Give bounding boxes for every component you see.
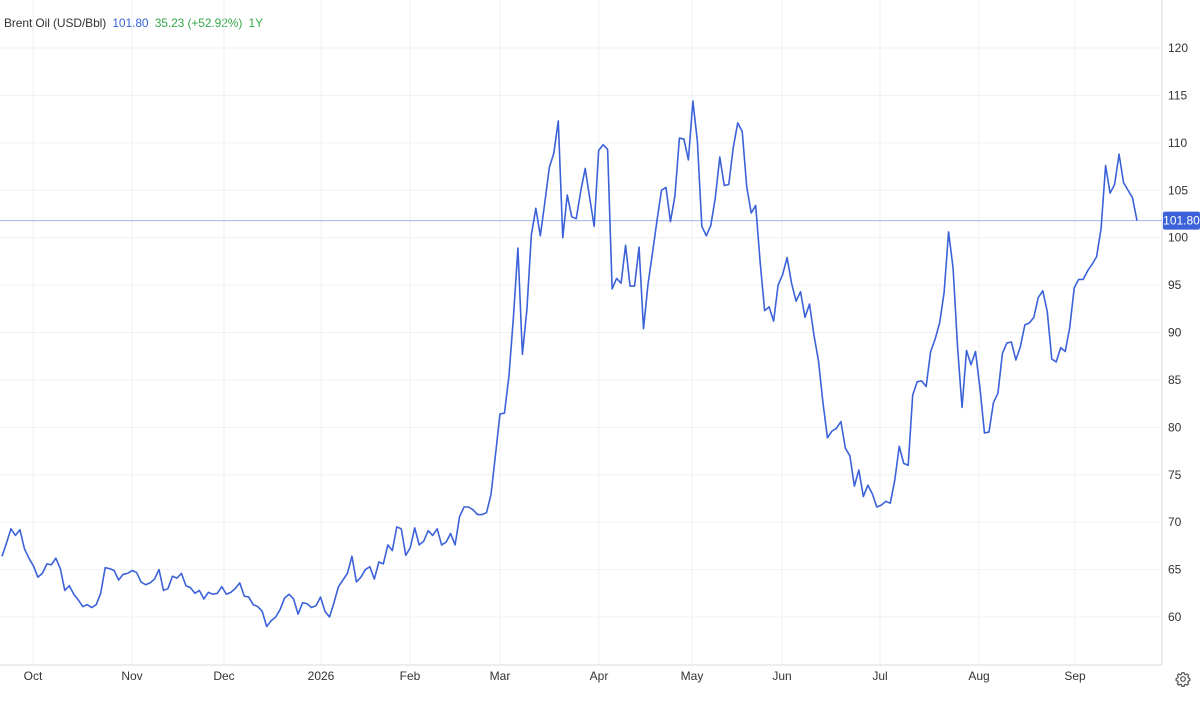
y-tick-label: 110 <box>1168 136 1187 150</box>
x-tick-label: Oct <box>24 669 43 683</box>
x-tick-label: Dec <box>213 669 234 683</box>
price-change: 35.23 (+52.92%) <box>154 16 243 30</box>
last-price-badge-label: 101.80 <box>1163 214 1200 228</box>
settings-button[interactable] <box>1175 671 1191 687</box>
y-tick-label: 70 <box>1168 515 1182 529</box>
x-tick-label: Jul <box>872 669 887 683</box>
instrument-label: Brent Oil (USD/Bbl) <box>4 16 107 30</box>
last-price-badge <box>1163 211 1200 230</box>
y-tick-label: 65 <box>1168 563 1182 577</box>
x-tick-label: Jun <box>772 669 791 683</box>
x-tick-label: Aug <box>968 669 989 683</box>
gear-icon <box>1175 672 1191 687</box>
y-tick-label: 75 <box>1168 468 1182 482</box>
y-tick-label: 95 <box>1168 278 1182 292</box>
y-tick-label: 90 <box>1168 326 1182 340</box>
y-tick-label: 80 <box>1168 420 1182 434</box>
y-tick-label: 85 <box>1168 373 1182 387</box>
y-tick-label: 120 <box>1168 41 1188 55</box>
y-tick-label: 60 <box>1168 610 1182 624</box>
x-tick-label: Sep <box>1064 669 1086 683</box>
last-price: 101.80 <box>112 16 149 30</box>
y-tick-label: 115 <box>1168 88 1187 102</box>
x-tick-label: Feb <box>400 669 421 683</box>
y-tick-label: 100 <box>1168 231 1188 245</box>
x-tick-label: May <box>681 669 704 683</box>
x-tick-label: Apr <box>590 669 609 683</box>
y-tick-label: 105 <box>1168 183 1188 197</box>
x-tick-label: Nov <box>121 669 142 683</box>
x-tick-label: Mar <box>490 669 511 683</box>
series-line-brent[interactable] <box>1 100 1138 628</box>
chart-header: Brent Oil (USD/Bbl) 101.80 35.23 (+52.92… <box>4 16 266 30</box>
period-label: 1Y <box>248 16 264 30</box>
x-tick-label: 2026 <box>308 669 335 683</box>
